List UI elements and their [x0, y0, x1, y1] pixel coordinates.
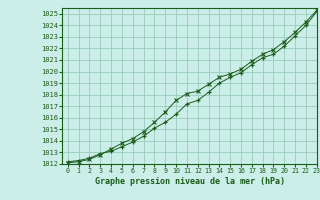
- X-axis label: Graphe pression niveau de la mer (hPa): Graphe pression niveau de la mer (hPa): [95, 177, 284, 186]
